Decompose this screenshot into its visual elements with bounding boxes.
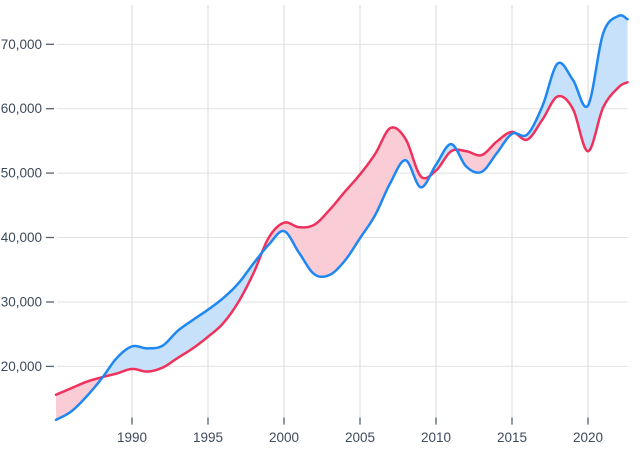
band-fill [261, 127, 430, 277]
x-tick-label: 2015 [497, 430, 527, 445]
x-tick-label: 1995 [193, 430, 223, 445]
band-fill [102, 252, 262, 377]
x-tick-label: 2005 [345, 430, 375, 445]
y-tick-label: 60,000 [1, 101, 42, 116]
blue-series-line [54, 14, 629, 422]
series-lines [54, 14, 629, 422]
y-tick-label: 30,000 [1, 295, 42, 310]
band-fill [515, 15, 628, 152]
axis-ticks [46, 43, 589, 425]
x-tick-label: 2020 [573, 430, 603, 445]
band-fills [56, 15, 628, 420]
band-fill [56, 377, 103, 420]
red-series-line [54, 81, 629, 396]
axis-labels: 1990 1995 2000 2005 2010 2015 2020 20,000 30,000… [1, 37, 603, 445]
gridlines [57, 5, 628, 425]
x-tick-label: 1990 [117, 430, 147, 445]
x-tick-label: 2010 [421, 430, 451, 445]
y-tick-label: 50,000 [1, 166, 42, 181]
y-tick-label: 20,000 [1, 359, 42, 374]
y-tick-label: 40,000 [1, 230, 42, 245]
y-tick-label: 70,000 [1, 37, 42, 52]
x-tick-label: 2000 [269, 430, 299, 445]
